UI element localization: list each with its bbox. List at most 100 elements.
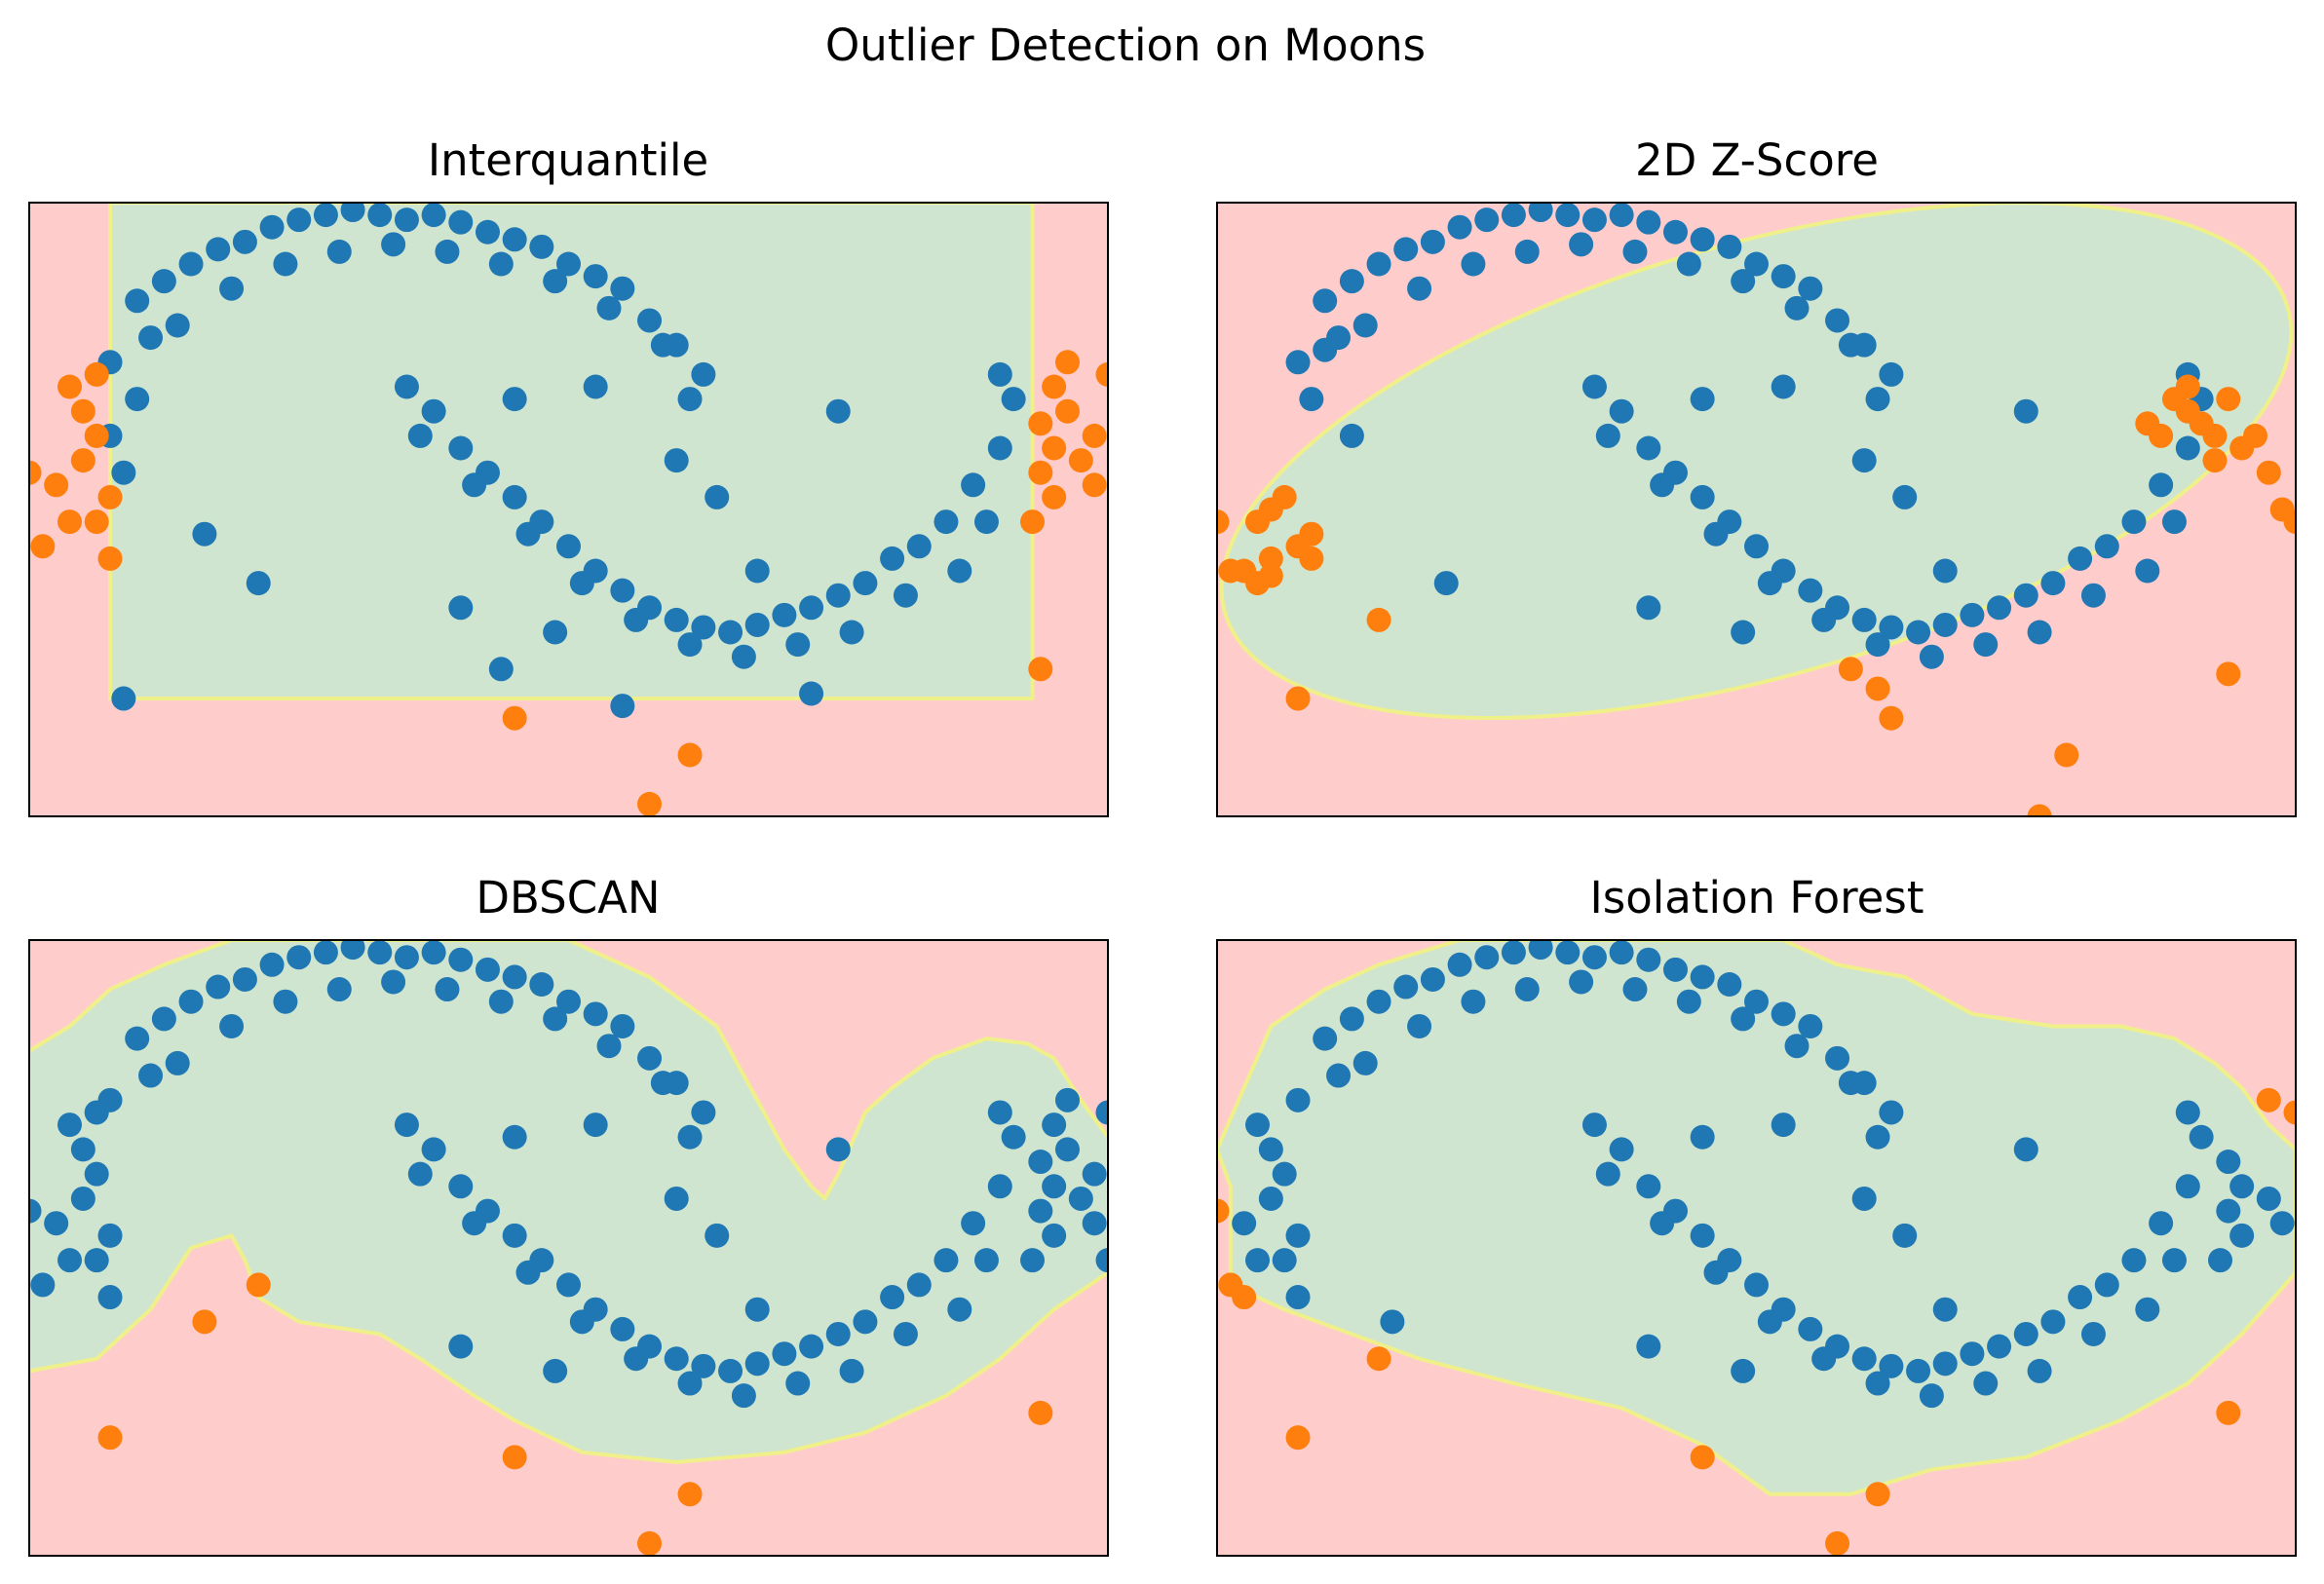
- outlier-point: [1028, 1401, 1052, 1425]
- inlier-point: [1042, 1224, 1066, 1248]
- inlier-point: [1313, 1027, 1337, 1051]
- inlier-point: [1866, 387, 1890, 411]
- inlier-point: [1636, 595, 1660, 620]
- inlier-point: [2176, 1100, 2200, 1124]
- inlier-point: [2216, 1150, 2240, 1174]
- inlier-point: [1083, 1211, 1107, 1235]
- outlier-point: [1042, 485, 1066, 509]
- inlier-point: [57, 1248, 82, 1272]
- outlier-point: [678, 743, 703, 768]
- inlier-point: [2257, 1187, 2281, 1211]
- inlier-point: [637, 1046, 662, 1071]
- inlier-point: [799, 595, 823, 620]
- inlier-point: [961, 1211, 985, 1235]
- inlier-point: [624, 608, 648, 632]
- outlier-point: [2149, 424, 2173, 448]
- inlier-point: [233, 967, 257, 992]
- inlier-point: [1069, 1187, 1093, 1211]
- inlier-point: [166, 1051, 190, 1075]
- inlier-point: [529, 235, 553, 259]
- inlier-point: [260, 215, 285, 240]
- inlier-point: [1529, 935, 1553, 960]
- inlier-point: [1758, 1309, 1782, 1334]
- inlier-point: [853, 1309, 877, 1334]
- inlier-point: [1515, 977, 1540, 1001]
- inlier-point: [1933, 559, 1958, 584]
- inlier-point: [1407, 1014, 1431, 1038]
- inlier-point: [1866, 632, 1890, 657]
- inlier-point: [1906, 621, 1930, 645]
- inlier-point: [1610, 1137, 1634, 1161]
- inlier-point: [570, 571, 594, 595]
- outlier-point: [503, 1445, 527, 1469]
- inlier-point: [1866, 1125, 1890, 1150]
- inlier-point: [933, 509, 958, 534]
- inlier-point: [1744, 1272, 1769, 1297]
- inlier-point: [367, 940, 392, 964]
- inlier-point: [1717, 972, 1741, 997]
- outlier-point: [678, 1482, 703, 1506]
- inlier-point: [2229, 1224, 2254, 1248]
- inlier-point: [422, 1137, 446, 1161]
- outlier-point: [71, 448, 95, 472]
- inlier-point: [448, 1174, 473, 1198]
- inlier-point: [933, 1248, 958, 1272]
- inlier-point: [1866, 1372, 1890, 1396]
- outlier-point: [85, 509, 109, 534]
- inlier-point: [1515, 240, 1540, 264]
- inlier-point: [1703, 522, 1728, 547]
- subplot-2d-z-score: 2D Z-Score: [1165, 100, 2324, 828]
- outlier-point: [1866, 1482, 1890, 1506]
- inlier-point: [408, 1162, 433, 1187]
- inlier-point: [1461, 990, 1485, 1014]
- inlier-point: [1529, 198, 1553, 222]
- inlier-point: [1596, 424, 1620, 448]
- inlier-point: [1421, 967, 1445, 992]
- inlier-point: [71, 1187, 95, 1211]
- inlier-point: [2229, 1174, 2254, 1198]
- inlier-point: [1083, 1162, 1107, 1187]
- outlier-point: [1825, 1531, 1849, 1556]
- inlier-point: [1879, 362, 1903, 387]
- inlier-point: [2095, 534, 2119, 558]
- inlier-point: [503, 1125, 527, 1150]
- inlier-point: [610, 694, 634, 718]
- outlier-point: [2216, 387, 2240, 411]
- inlier-point: [1852, 1346, 1877, 1371]
- inlier-point: [1785, 296, 1810, 321]
- inlier-point: [381, 969, 405, 994]
- inlier-point: [489, 657, 514, 681]
- inlier-point: [1839, 333, 1863, 358]
- inlier-point: [1811, 1346, 1836, 1371]
- inlier-point: [1758, 571, 1782, 595]
- inlier-point: [515, 1261, 540, 1285]
- inlier-point: [314, 940, 338, 964]
- inlier-point: [2162, 509, 2187, 534]
- inlier-point: [1785, 1034, 1810, 1058]
- inlier-point: [260, 953, 285, 977]
- inlier-point: [1691, 227, 1715, 251]
- outlier-point: [1286, 687, 1311, 711]
- inlier-point: [988, 436, 1012, 461]
- inlier-point: [1920, 645, 1944, 669]
- inlier-point: [947, 1298, 972, 1322]
- outlier-point: [1028, 657, 1052, 681]
- inlier-point: [2014, 399, 2038, 424]
- inlier-point: [1933, 1298, 1958, 1322]
- inlier-point: [1326, 1064, 1351, 1088]
- inlier-point: [1582, 945, 1607, 969]
- inlier-point: [192, 522, 216, 547]
- inlier-point: [543, 621, 567, 645]
- inlier-point: [179, 252, 204, 277]
- inlier-point: [1380, 1309, 1404, 1334]
- inlier-point: [1421, 230, 1445, 254]
- inlier-point: [1232, 1211, 1256, 1235]
- outlier-point: [1691, 1445, 1715, 1469]
- inlier-point: [111, 461, 135, 485]
- inlier-point: [665, 608, 689, 632]
- inlier-point: [435, 977, 459, 1001]
- inlier-point: [1461, 252, 1485, 277]
- inlier-point: [462, 1211, 486, 1235]
- inlier-point: [1691, 485, 1715, 509]
- plot-area: [18, 198, 1121, 816]
